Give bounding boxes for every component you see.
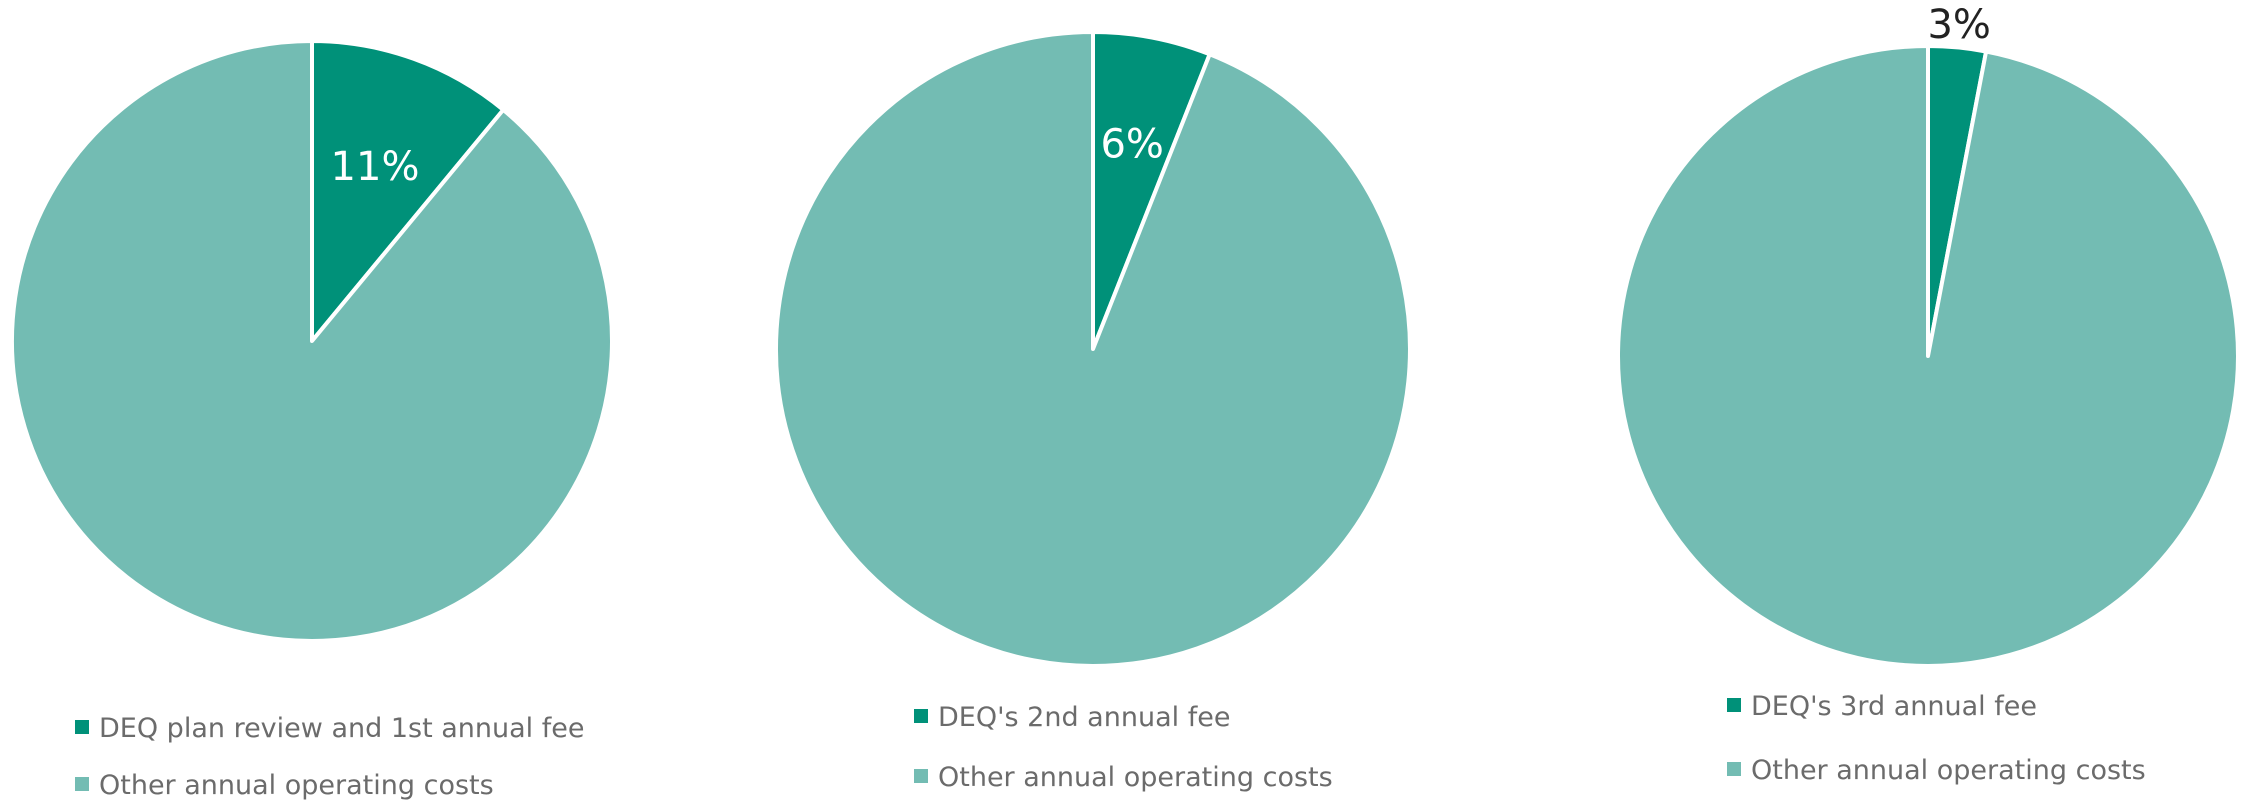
pie-1-legend-swatch-1 bbox=[75, 720, 89, 734]
pie-3-slice-2 bbox=[1616, 44, 2240, 668]
pie-3-legend-swatch-1 bbox=[1727, 698, 1741, 712]
pie-1-legend-swatch-2 bbox=[75, 777, 89, 791]
pie-2-data-label: 6% bbox=[1100, 121, 1163, 167]
pie-2-slice-1 bbox=[1091, 30, 1212, 351]
pie-2-legend-swatch-1 bbox=[914, 709, 928, 723]
pie-3-data-label: 3% bbox=[1927, 2, 1990, 48]
pie-1-legend-label-1: DEQ plan review and 1st annual fee bbox=[99, 713, 584, 744]
pie-2-slice-2 bbox=[774, 30, 1412, 668]
pie-2-legend-swatch-2 bbox=[914, 769, 928, 783]
pie-3-legend-swatch-2 bbox=[1727, 762, 1741, 776]
pie-1-legend-label-2: Other annual operating costs bbox=[99, 770, 494, 801]
pie-1-slice-1 bbox=[310, 39, 506, 343]
pie-2-legend-label-2: Other annual operating costs bbox=[938, 762, 1333, 793]
pie-1-data-label: 11% bbox=[331, 144, 420, 190]
pie-2-legend-label-1: DEQ's 2nd annual fee bbox=[938, 702, 1230, 733]
pie-3-legend-label-1: DEQ's 3rd annual fee bbox=[1751, 691, 2037, 722]
pie-3-legend-label-2: Other annual operating costs bbox=[1751, 755, 2146, 786]
pie-1-slice-2 bbox=[10, 39, 614, 643]
